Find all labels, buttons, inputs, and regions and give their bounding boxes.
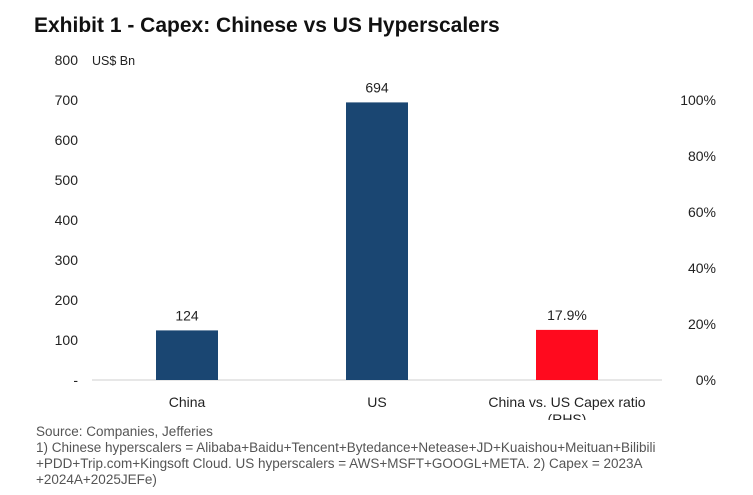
category-label: US	[367, 394, 386, 410]
left-axis-tick-label: 400	[55, 212, 79, 228]
chart-title: Exhibit 1 - Capex: Chinese vs US Hypersc…	[34, 14, 500, 37]
unit-label: US$ Bn	[92, 54, 135, 68]
left-axis-tick-label: 500	[55, 172, 79, 188]
methodology-note: 1) Chinese hyperscalers = Alibaba+Baidu+…	[36, 440, 656, 487]
right-axis-tick-label: 40%	[688, 260, 716, 276]
left-axis-tick-label: 700	[55, 92, 79, 108]
right-axis-tick-label: 20%	[688, 316, 716, 332]
left-axis-tick-label: 800	[55, 52, 79, 68]
right-axis: 0% 20% 40% 60% 80% 100%	[680, 92, 716, 388]
bar-value-label: 694	[365, 79, 389, 95]
bar-value-label: 124	[175, 307, 199, 323]
left-axis-tick-label: 300	[55, 252, 79, 268]
left-axis-tick-label: -	[73, 372, 78, 388]
category-label: China vs. US Capex ratio	[488, 394, 645, 410]
bar	[536, 329, 598, 380]
left-axis-tick-label: 100	[55, 332, 79, 348]
category-labels: China US China vs. US Capex ratio(RHS)	[169, 394, 646, 420]
bar	[346, 102, 408, 381]
category-label: China	[169, 394, 206, 410]
source-note: Source: Companies, Jefferies	[36, 424, 213, 439]
bar	[156, 330, 218, 380]
right-axis-tick-label: 100%	[680, 92, 716, 108]
right-axis-tick-label: 0%	[696, 372, 716, 388]
bars	[156, 102, 598, 381]
data-labels: 124 694 17.9%	[175, 79, 587, 323]
right-axis-tick-label: 80%	[688, 148, 716, 164]
left-axis-tick-label: 200	[55, 292, 79, 308]
category-label: (RHS)	[548, 411, 587, 420]
chart-canvas: US$ Bn - 100 200 300 400 500 600 700 800 0% 20% 40…	[55, 52, 716, 420]
bar-value-label: 17.9%	[547, 307, 587, 323]
footnote: Source: Companies, Jefferies 1) Chinese …	[36, 424, 748, 488]
left-axis-tick-label: 600	[55, 132, 79, 148]
left-axis: - 100 200 300 400 500 600 700 800	[55, 52, 79, 388]
right-axis-tick-label: 60%	[688, 204, 716, 220]
